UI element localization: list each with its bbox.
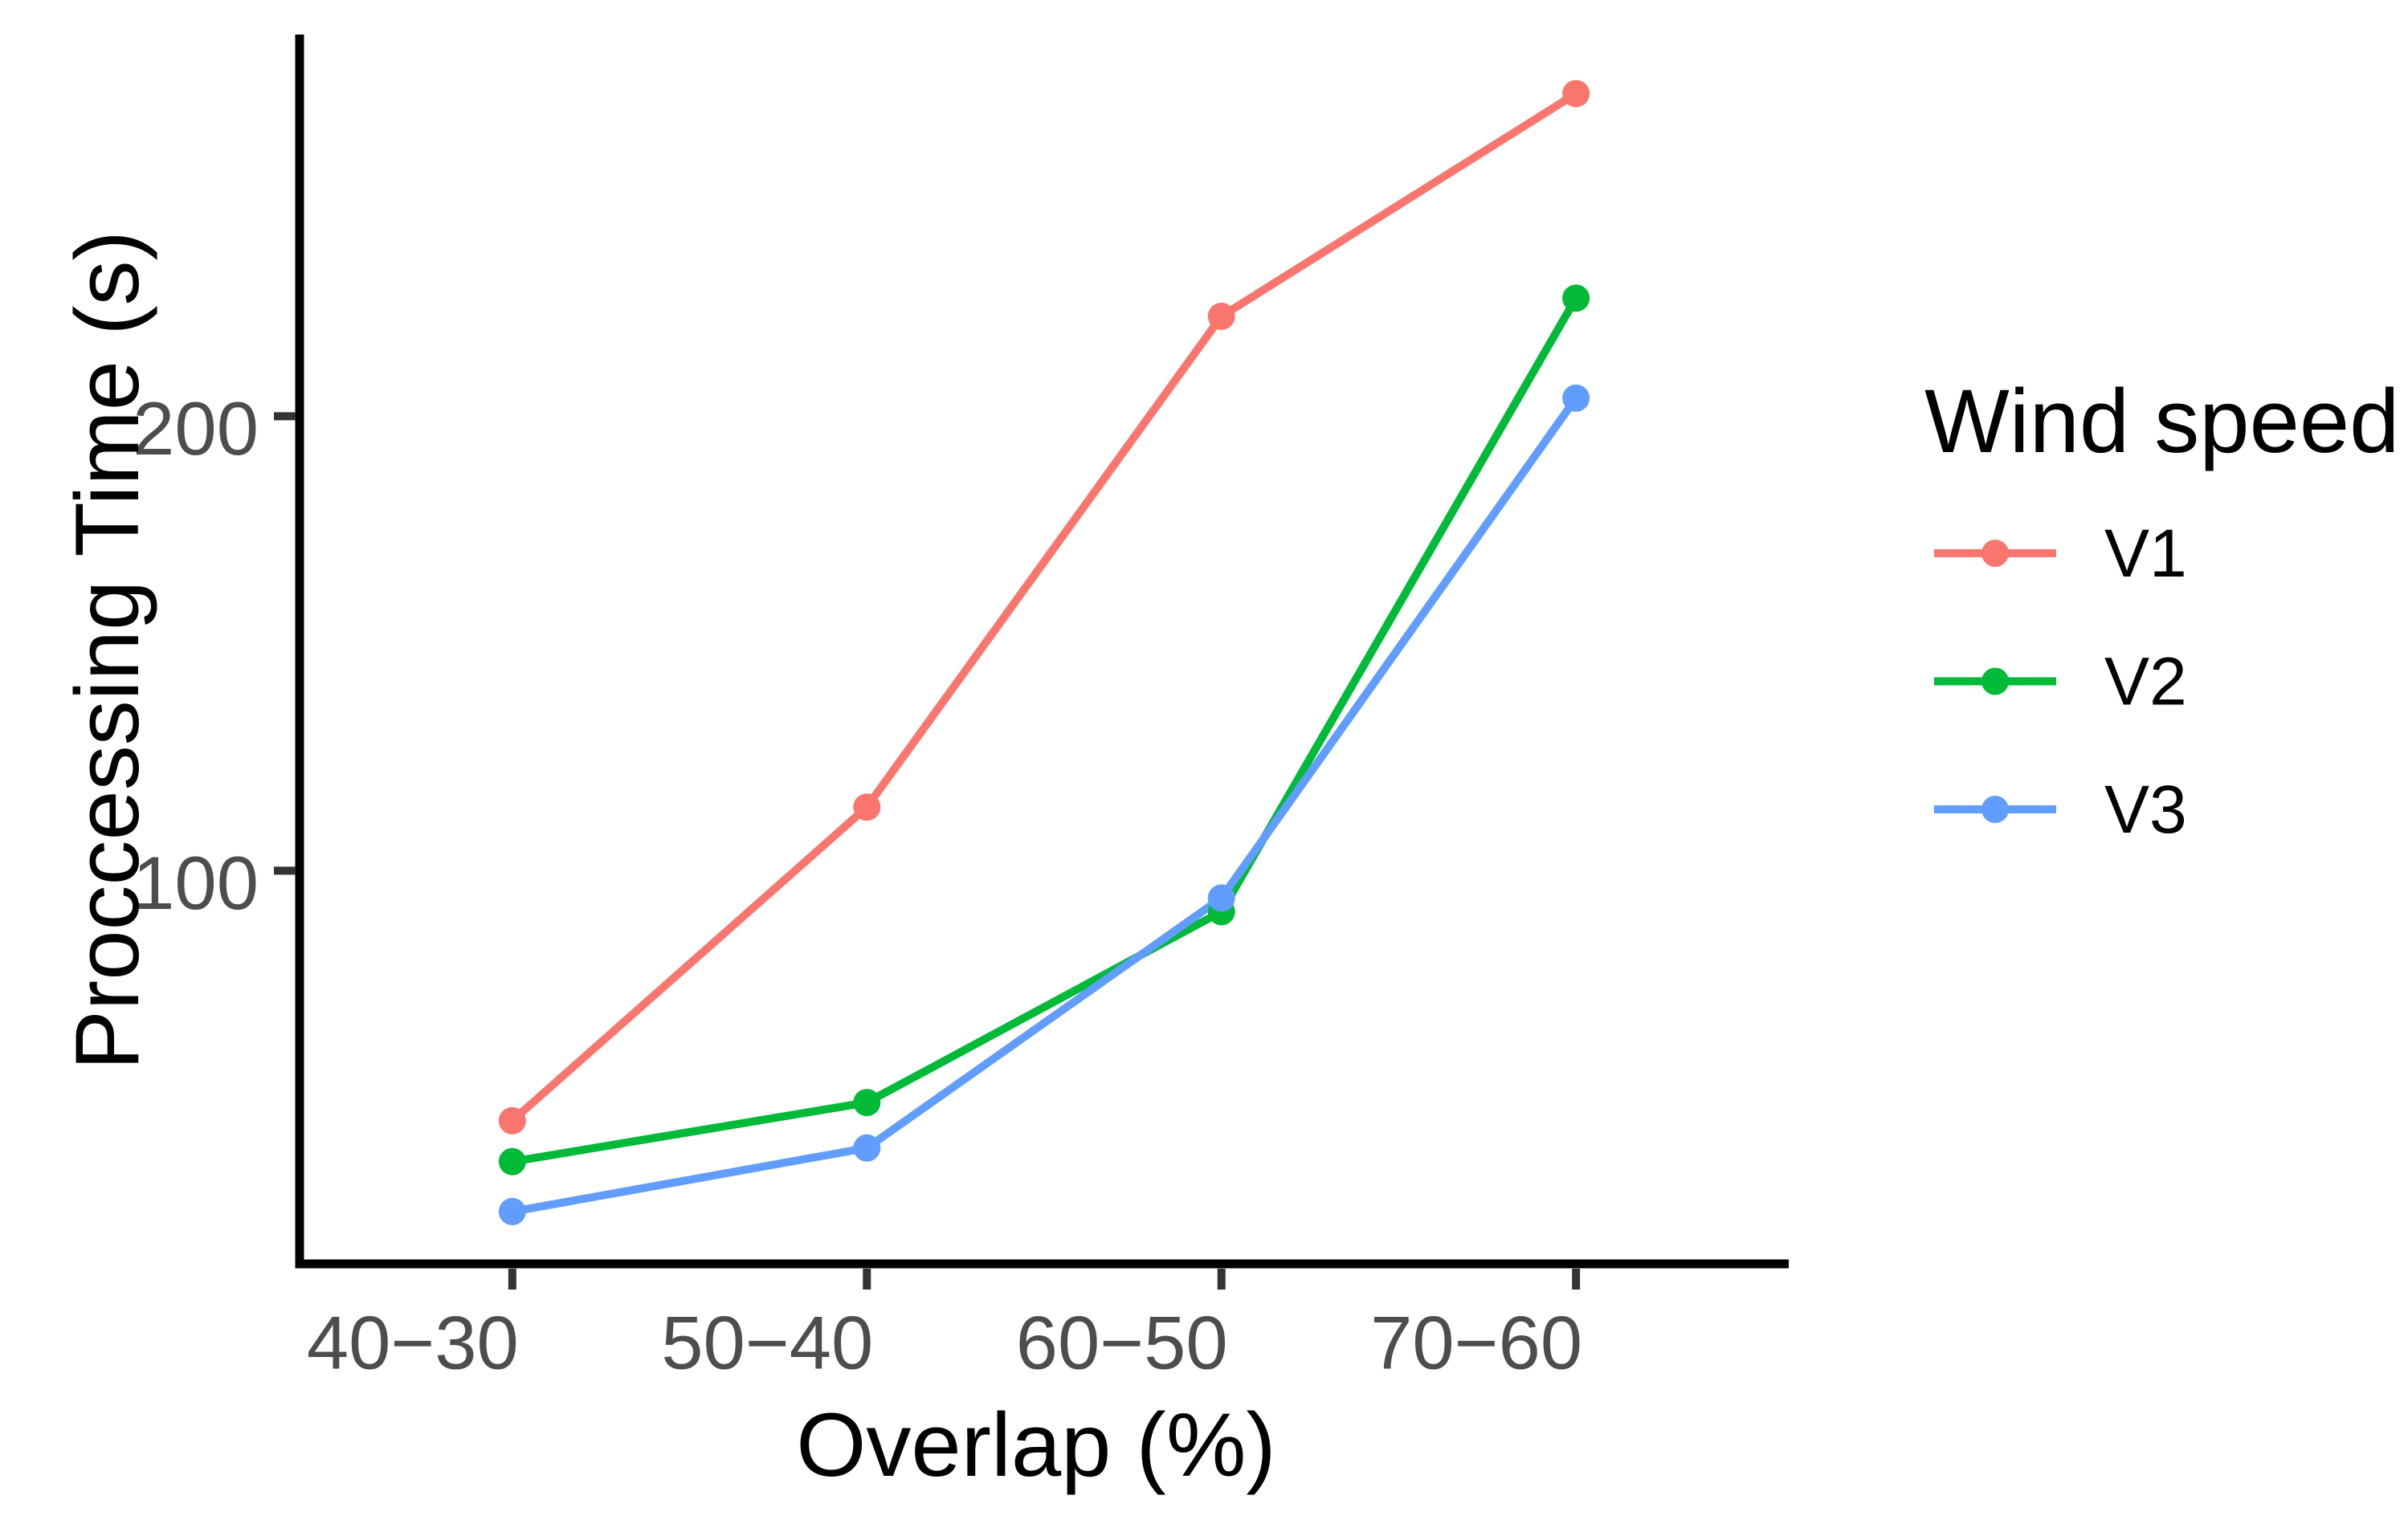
data-point-V2 <box>1562 284 1590 312</box>
legend-entry-V3: V3 <box>1934 772 2187 847</box>
legend: Wind speed V1 V2 V3 <box>1924 371 2399 847</box>
legend-label-V1: V1 <box>2104 515 2187 591</box>
plot-series <box>498 79 1590 1225</box>
legend-entry-V1: V1 <box>1934 515 2187 591</box>
legend-key-point-V2 <box>1981 667 2009 695</box>
y-tick-label: 100 <box>133 841 259 925</box>
y-tick-label: 200 <box>133 386 259 471</box>
x-axis-title: Overlap (%) <box>796 1395 1275 1495</box>
series-line-V1 <box>509 90 1578 1124</box>
data-point-V1 <box>1562 79 1590 108</box>
data-point-V3 <box>853 1134 881 1162</box>
x-tick-label: 50−40 <box>661 1301 873 1385</box>
data-point-V3 <box>1207 884 1235 912</box>
legend-key-point-V3 <box>1981 796 2009 823</box>
data-point-V1 <box>853 793 881 821</box>
data-point-V1 <box>498 1106 526 1135</box>
series-line-V3 <box>511 395 1580 1216</box>
x-tick-label: 40−30 <box>307 1301 519 1385</box>
x-tick-label: 70−60 <box>1370 1301 1582 1385</box>
legend-title: Wind speed <box>1924 371 2399 471</box>
legend-label-V3: V3 <box>2104 772 2187 847</box>
axes: 100 200 40−30 50−40 60−50 70−60 <box>133 35 1789 1385</box>
data-point-V3 <box>498 1197 526 1225</box>
x-tick-label: 60−50 <box>1016 1301 1228 1385</box>
legend-entries: V1 V2 V3 <box>1934 515 2187 847</box>
data-point-V3 <box>1562 384 1590 412</box>
legend-label-V2: V2 <box>2104 644 2187 719</box>
legend-entry-V2: V2 <box>1934 644 2187 719</box>
y-axis-title: Proccessing Time (s) <box>57 230 157 1070</box>
data-point-V2 <box>853 1089 881 1117</box>
legend-key-point-V1 <box>1981 540 2009 567</box>
data-point-V1 <box>1207 302 1235 330</box>
series-line-V2 <box>512 295 1580 1166</box>
data-point-V2 <box>498 1147 526 1176</box>
